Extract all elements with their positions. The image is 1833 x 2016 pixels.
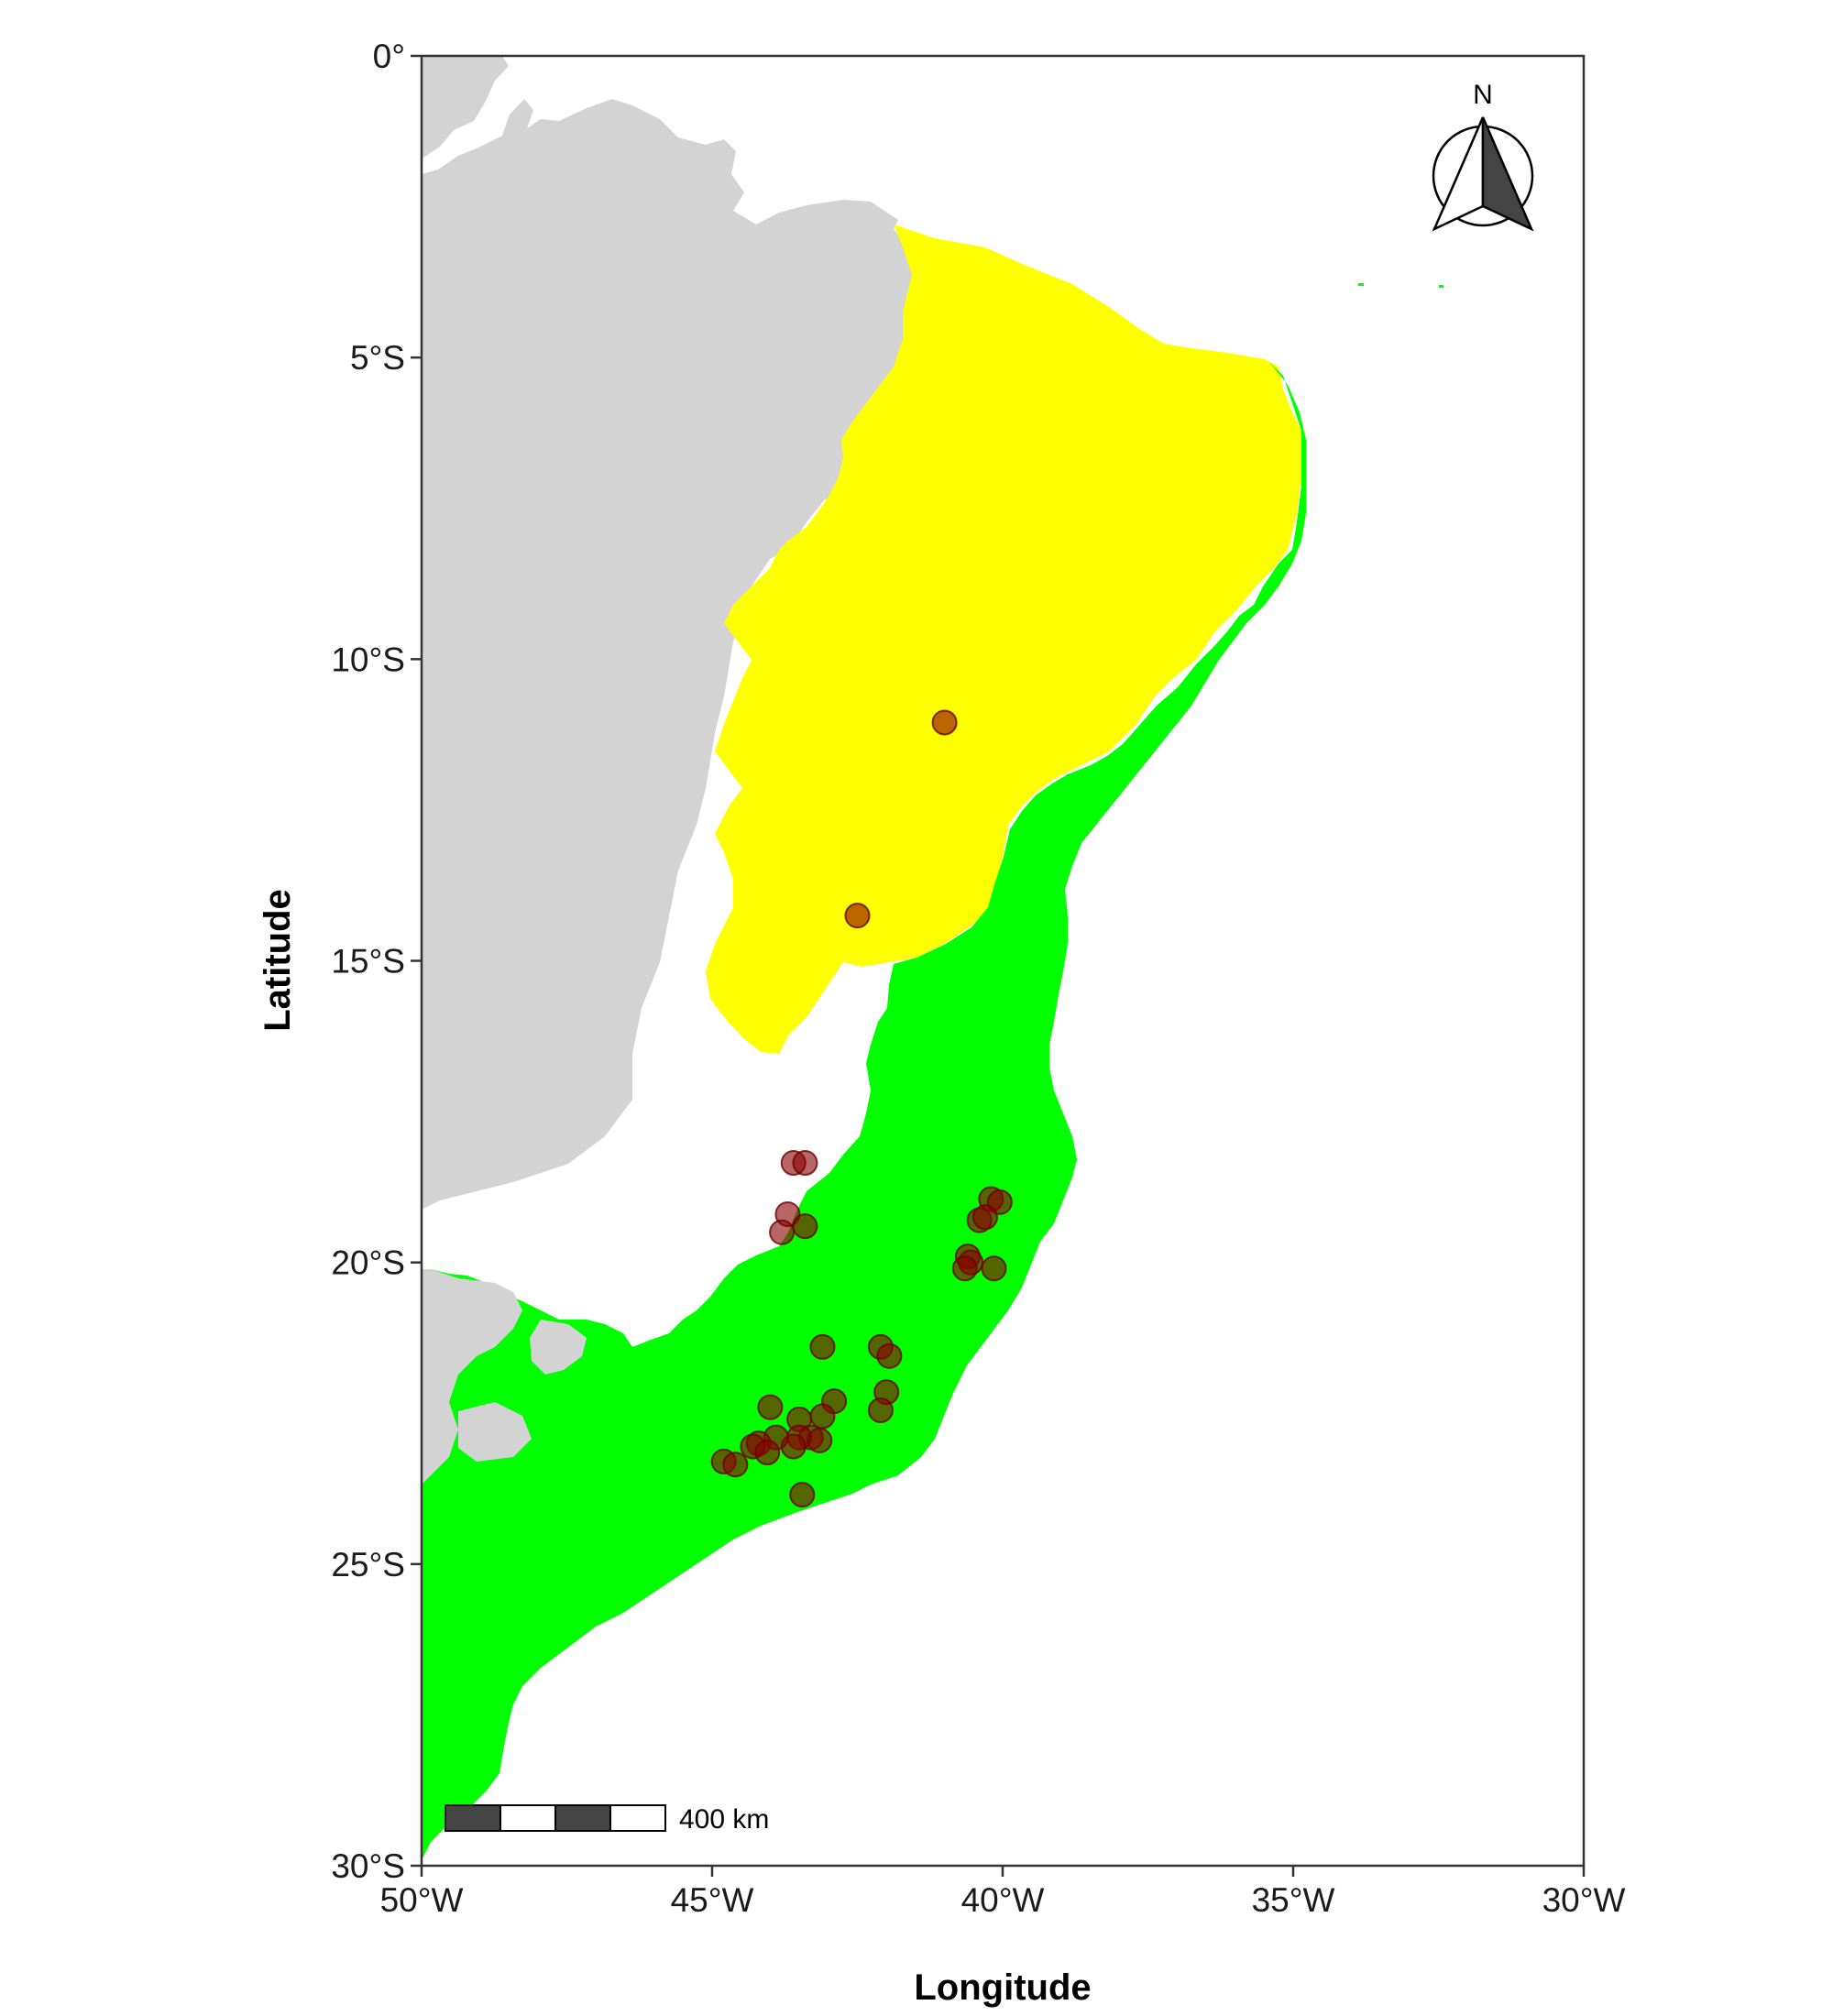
scale-bar: 400 km	[445, 1804, 769, 1835]
map-panel	[422, 56, 1584, 1866]
island	[692, 1496, 699, 1499]
y-tick-label: 5°S	[350, 339, 405, 377]
island	[1358, 283, 1364, 286]
scale-bar-segment	[445, 1804, 501, 1832]
x-tick-label: 40°W	[961, 1881, 1045, 1919]
y-tick-label: 30°S	[331, 1847, 405, 1885]
occurrence-point	[971, 1204, 998, 1231]
land-grey-enclave	[422, 1269, 522, 1485]
x-axis: 50°W 45°W 40°W 35°W 30°W	[380, 1866, 1626, 1919]
scale-bar-segment	[554, 1804, 611, 1832]
x-tick-label: 50°W	[380, 1881, 464, 1919]
occurrence-points	[710, 709, 1013, 1508]
land-grey-enclave	[458, 1402, 532, 1462]
y-tick-label: 15°S	[331, 943, 405, 981]
occurrence-point	[789, 1482, 816, 1508]
north-arrow-label: N	[1473, 80, 1493, 110]
occurrence-point	[754, 1440, 781, 1466]
scale-bar-segment	[609, 1804, 666, 1832]
scale-bar-segment	[499, 1804, 556, 1832]
occurrence-point	[757, 1394, 784, 1420]
scale-bar-label: 400 km	[679, 1804, 769, 1835]
island	[1439, 285, 1443, 288]
occurrence-point	[931, 709, 958, 736]
occurrence-point	[844, 903, 871, 929]
occurrence-point	[809, 1333, 836, 1360]
occurrence-point	[722, 1452, 749, 1478]
x-tick-label: 35°W	[1252, 1881, 1335, 1919]
x-tick-label: 45°W	[671, 1881, 754, 1919]
occurrence-point	[809, 1403, 836, 1430]
north-arrow-right-half	[1481, 116, 1534, 232]
occurrence-point	[867, 1397, 894, 1423]
occurrence-point	[981, 1255, 1007, 1282]
y-axis: 0° 5°S 10°S 15°S 20°S 25°S 30°S	[331, 38, 422, 1885]
x-tick-label: 30°W	[1542, 1881, 1626, 1919]
y-axis-title: Latitude	[258, 889, 298, 1032]
y-tick-label: 20°S	[331, 1244, 405, 1282]
land-grey-enclave	[530, 1320, 587, 1375]
occurrence-point	[876, 1342, 903, 1369]
y-tick-label: 0°	[373, 38, 405, 75]
y-tick-label: 10°S	[331, 641, 405, 678]
occurrence-point	[951, 1255, 978, 1282]
occurrence-point	[769, 1219, 796, 1245]
occurrence-point	[807, 1427, 833, 1453]
occurrence-point	[792, 1213, 818, 1240]
y-tick-label: 25°S	[331, 1546, 405, 1583]
occurrence-point	[792, 1150, 818, 1177]
x-axis-title: Longitude	[914, 1967, 1091, 2008]
region-green	[422, 362, 1306, 1860]
land-grey	[422, 56, 926, 1210]
region-yellow	[706, 225, 1301, 1054]
north-arrow: N	[1432, 80, 1534, 232]
